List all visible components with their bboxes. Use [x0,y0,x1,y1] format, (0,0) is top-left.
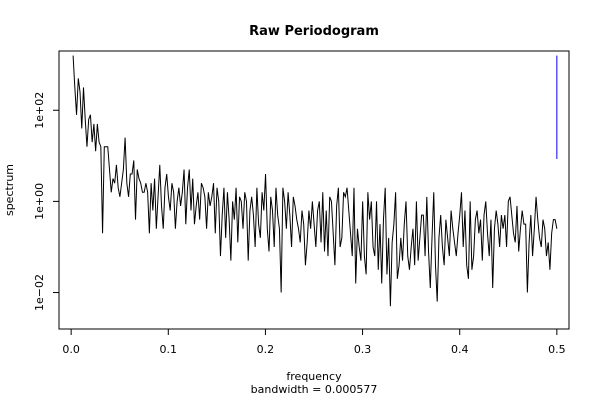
x-tick-label: 0.2 [257,343,275,356]
bandwidth-label: bandwidth = 0.000577 [251,383,378,396]
y-tick-label: 1e−02 [33,274,46,311]
x-tick-label: 0.0 [62,343,80,356]
chart-title: Raw Periodogram [249,24,379,39]
x-axis-label: frequency [286,370,342,383]
y-tick-label: 1e+00 [33,183,46,220]
x-tick-label: 0.1 [160,343,178,356]
periodogram-line [72,55,558,307]
y-axis-label: spectrum [3,164,16,216]
y-axis: 1e−02 1e+00 1e+02 [33,92,60,311]
x-tick-label: 0.5 [548,343,566,356]
x-tick-label: 0.3 [354,343,372,356]
x-axis: 0.0 0.1 0.2 0.3 0.4 0.5 [62,328,566,356]
series-layer [72,55,558,307]
y-tick-label: 1e+02 [33,92,46,129]
x-tick-label: 0.4 [451,343,469,356]
